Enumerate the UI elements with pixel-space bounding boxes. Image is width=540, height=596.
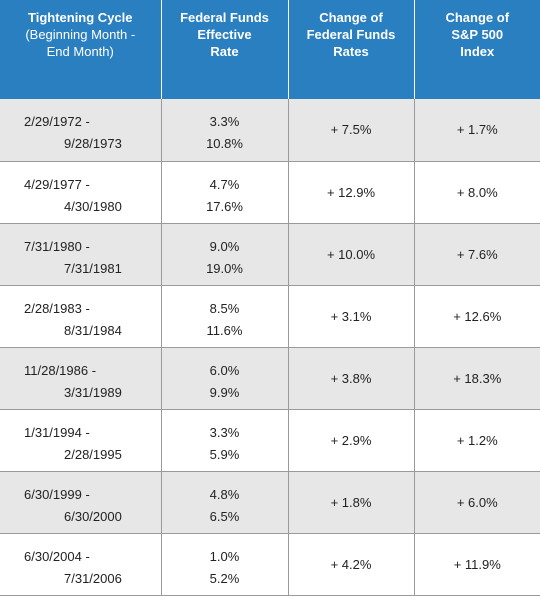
header-change-sp-line3: Index [460,44,495,59]
header-cycle-subtitle-line1: (Beginning Month - [25,27,136,42]
cycle-start-date: 4/29/1977 - [24,176,90,192]
header-change-ff-line3: Rates [333,44,369,59]
header-change-fed-funds: Change of Federal Funds Rates [287,0,414,99]
header-rate-line1: Federal Funds [180,10,269,25]
cycle-cell: 1/31/1994 - 2/28/1995 [0,408,162,472]
cycle-start-date: 7/31/1980 - [24,238,90,254]
table-row: 2/28/1983 - 8/31/1984 8.5% 11.6% + 3.1% + 12.… [0,284,540,348]
sp500-change-value: + 7.6% [413,222,540,286]
rate-start-value: 9.0% [209,238,240,254]
table-row: 6/30/1999 - 6/30/2000 4.8% 6.5% + 1.8% + 6.0% [0,470,540,534]
fed-funds-change-value: + 3.1% [287,284,415,348]
cycle-end-date: 8/31/1984 [64,322,122,338]
table-row: 1/31/1994 - 2/28/1995 3.3% 5.9% + 2.9% + 1.2% [0,408,540,472]
sp500-change-value: + 1.7% [413,99,540,162]
rate-cell: 3.3% 5.9% [160,408,289,472]
rate-end-value: 11.6% [206,322,243,338]
rate-cell: 1.0% 5.2% [160,532,289,596]
cycle-end-date: 4/30/1980 [64,198,122,214]
sp500-change-value: + 1.2% [413,408,540,472]
table-row: 4/29/1977 - 4/30/1980 4.7% 17.6% + 12.9% + 8.… [0,160,540,224]
cycle-cell: 2/28/1983 - 8/31/1984 [0,284,162,348]
fed-funds-change-value: + 1.8% [287,470,415,534]
cycle-end-date: 3/31/1989 [64,384,122,400]
fed-funds-change-value: + 7.5% [287,99,415,162]
cycle-end-date: 7/31/2006 [64,570,122,586]
table-row: 2/29/1972 - 9/28/1973 3.3% 10.8% + 7.5% + 1.7… [0,99,540,162]
header-change-sp500: Change of S&P 500 Index [413,0,540,99]
table-body: 2/29/1972 - 9/28/1973 3.3% 10.8% + 7.5% + 1.7… [0,99,540,596]
cycle-cell: 2/29/1972 - 9/28/1973 [0,99,162,162]
table-header: Tightening Cycle (Beginning Month - End … [0,0,540,99]
rate-end-value: 5.9% [209,446,240,462]
cycle-start-date: 1/31/1994 - [24,424,90,440]
rate-start-value: 4.8% [209,486,240,502]
cycle-start-date: 6/30/2004 - [24,548,90,564]
cycle-cell: 7/31/1980 - 7/31/1981 [0,222,162,286]
fed-funds-change-value: + 4.2% [287,532,415,596]
cycle-cell: 6/30/1999 - 6/30/2000 [0,470,162,534]
rate-end-value: 9.9% [209,384,240,400]
header-fed-funds-rate: Federal Funds Effective Rate [160,0,288,99]
fed-funds-change-value: + 3.8% [287,346,415,410]
sp500-change-value: + 12.6% [413,284,540,348]
cycle-end-date: 9/28/1973 [64,136,122,151]
cycle-start-date: 11/28/1986 - [24,362,97,378]
cycle-start-date: 2/29/1972 - [24,114,90,129]
header-tightening-cycle: Tightening Cycle (Beginning Month - End … [0,0,161,99]
sp500-change-value: + 18.3% [413,346,540,410]
rate-cell: 4.7% 17.6% [160,160,289,224]
sp500-change-value: + 8.0% [413,160,540,224]
rate-cell: 4.8% 6.5% [160,470,289,534]
fed-funds-change-value: + 12.9% [287,160,415,224]
header-change-ff-line1: Change of [319,10,383,25]
header-change-sp-line1: Change of [445,10,510,25]
header-rate-line2: Effective [197,27,252,42]
rate-start-value: 1.0% [209,548,240,564]
table-row: 11/28/1986 - 3/31/1989 6.0% 9.9% + 3.8% + 18.… [0,346,540,410]
cycle-cell: 11/28/1986 - 3/31/1989 [0,346,162,410]
rate-start-value: 3.3% [209,424,240,440]
rate-end-value: 6.5% [209,508,240,524]
table-row: 6/30/2004 - 7/31/2006 1.0% 5.2% + 4.2% + 11.9… [0,532,540,596]
cycle-cell: 4/29/1977 - 4/30/1980 [0,160,162,224]
rate-cell: 6.0% 9.9% [160,346,289,410]
cycle-end-date: 2/28/1995 [64,446,122,462]
rate-cell: 9.0% 19.0% [160,222,289,286]
cycle-end-date: 6/30/2000 [64,508,122,524]
header-cycle-subtitle-line2: End Month) [46,44,114,59]
cycle-cell: 6/30/2004 - 7/31/2006 [0,532,162,596]
header-change-ff-line2: Federal Funds [306,27,396,42]
rate-end-value: 17.6% [206,198,243,214]
cycle-start-date: 6/30/1999 - [24,486,90,502]
rate-cell: 3.3% 10.8% [160,99,289,162]
rate-cell: 8.5% 11.6% [160,284,289,348]
rate-end-value: 19.0% [206,260,243,276]
rate-start-value: 8.5% [209,300,240,316]
sp500-change-value: + 11.9% [413,532,540,596]
header-row: Tightening Cycle (Beginning Month - End … [0,0,540,99]
rate-end-value: 5.2% [209,570,240,586]
header-cycle-title: Tightening Cycle [28,10,133,25]
sp500-change-value: + 6.0% [413,470,540,534]
rate-end-value: 10.8% [206,136,243,151]
header-rate-line3: Rate [210,44,239,59]
cycle-start-date: 2/28/1983 - [24,300,90,316]
header-change-sp-line2: S&P 500 [451,27,504,42]
table-row: 7/31/1980 - 7/31/1981 9.0% 19.0% + 10.0% + 7.… [0,222,540,286]
fed-funds-change-value: + 10.0% [287,222,415,286]
cycle-end-date: 7/31/1981 [64,260,122,276]
rate-start-value: 6.0% [209,362,240,378]
fed-funds-change-value: + 2.9% [287,408,415,472]
rate-start-value: 4.7% [209,176,240,192]
rate-start-value: 3.3% [209,114,240,129]
